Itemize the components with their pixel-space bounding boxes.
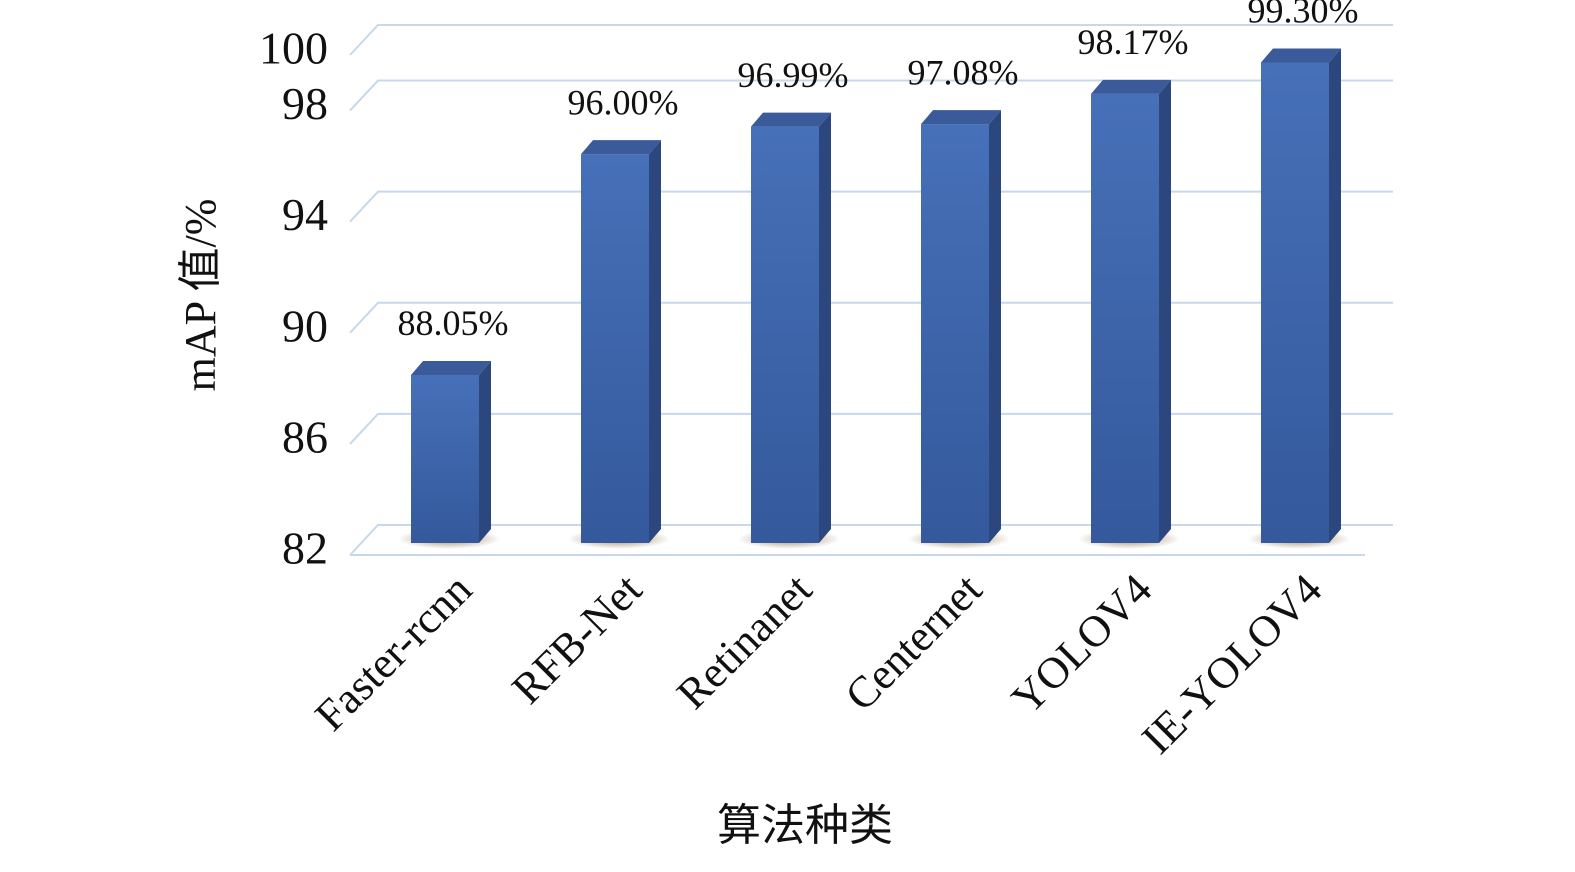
x-tick-label: Centernet xyxy=(836,565,992,721)
x-tick-label: Faster-rcnn xyxy=(306,565,482,741)
grid-line xyxy=(349,190,1393,223)
grid-line xyxy=(349,301,1393,334)
value-label: 96.00% xyxy=(568,82,679,122)
x-tick-label: YOLOV4 xyxy=(1002,565,1161,724)
bar-top xyxy=(411,360,491,375)
value-label: 97.08% xyxy=(908,52,1019,92)
x-tick-label: IE-YOLOV4 xyxy=(1132,565,1331,764)
bar-side xyxy=(1159,79,1171,543)
bar-side xyxy=(649,140,661,543)
value-label: 98.17% xyxy=(1078,22,1189,62)
value-label: 99.30% xyxy=(1248,0,1359,31)
y-tick-label: 90 xyxy=(282,300,328,351)
bar-side xyxy=(989,110,1001,543)
bar-top xyxy=(1091,79,1171,94)
value-label: 96.99% xyxy=(738,55,849,95)
grid-line xyxy=(349,524,1393,556)
grid-line xyxy=(349,412,1393,445)
x-tick-label: RFB-Net xyxy=(502,565,651,714)
bar-side xyxy=(479,360,491,543)
y-tick-label: 86 xyxy=(282,411,328,462)
bar xyxy=(921,124,989,543)
y-tick-label: 98 xyxy=(282,78,328,129)
bar xyxy=(581,154,649,543)
bar xyxy=(1091,93,1159,543)
bar-side xyxy=(1329,48,1341,543)
grid-line xyxy=(349,24,1393,56)
bar xyxy=(751,126,819,543)
y-tick-label: 94 xyxy=(282,189,328,240)
bar-side xyxy=(819,112,831,543)
bar-top xyxy=(581,140,661,155)
bar xyxy=(1261,62,1329,543)
bar-top xyxy=(921,110,1001,125)
bar-top xyxy=(1261,48,1341,63)
value-label: 88.05% xyxy=(398,303,509,343)
y-tick-label: 100 xyxy=(259,23,328,74)
y-tick-label: 82 xyxy=(282,523,328,574)
x-tick-label: Retinanet xyxy=(667,565,821,719)
bar xyxy=(411,374,479,543)
x-axis-title: 算法种类 xyxy=(717,801,893,850)
bar-top xyxy=(751,112,831,127)
grid-line xyxy=(349,79,1393,112)
y-axis-title: mAP 值/% xyxy=(176,199,225,392)
